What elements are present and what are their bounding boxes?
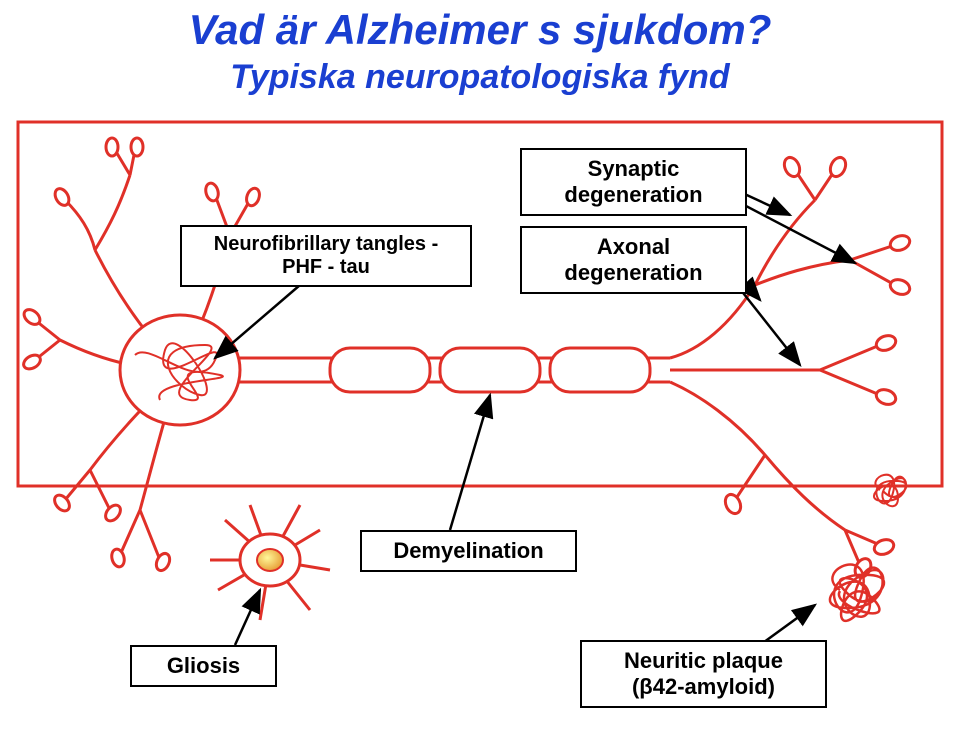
glia-cell xyxy=(210,505,330,620)
neuron-soma xyxy=(120,315,240,425)
label-nft-l1: Neurofibrillary tangles - xyxy=(214,233,439,255)
neuron-diagram xyxy=(0,0,960,730)
label-nft-l2: PHF - tau xyxy=(282,256,370,278)
label-gliosis-text: Gliosis xyxy=(167,653,240,678)
label-gliosis: Gliosis xyxy=(130,645,277,687)
label-synaptic: Synaptic degeneration xyxy=(520,148,747,216)
label-axonal-l1: Axonal xyxy=(597,234,670,259)
label-plaque-l2: (β42-amyloid) xyxy=(632,674,775,699)
neuritic-plaque-small xyxy=(874,475,906,507)
label-synaptic-l1: Synaptic xyxy=(588,156,680,181)
label-axonal: Axonal degeneration xyxy=(520,226,747,294)
axon-terminals xyxy=(670,155,912,580)
myelin-segments xyxy=(330,348,650,392)
label-plaque-l1: Neuritic plaque xyxy=(624,648,783,673)
label-axonal-l2: degeneration xyxy=(564,260,702,285)
label-synaptic-l2: degeneration xyxy=(564,182,702,207)
label-plaque: Neuritic plaque (β42-amyloid) xyxy=(580,640,827,708)
label-nft: Neurofibrillary tangles - PHF - tau xyxy=(180,225,472,287)
label-demyelination-text: Demyelination xyxy=(393,538,543,563)
label-demyelination: Demyelination xyxy=(360,530,577,572)
